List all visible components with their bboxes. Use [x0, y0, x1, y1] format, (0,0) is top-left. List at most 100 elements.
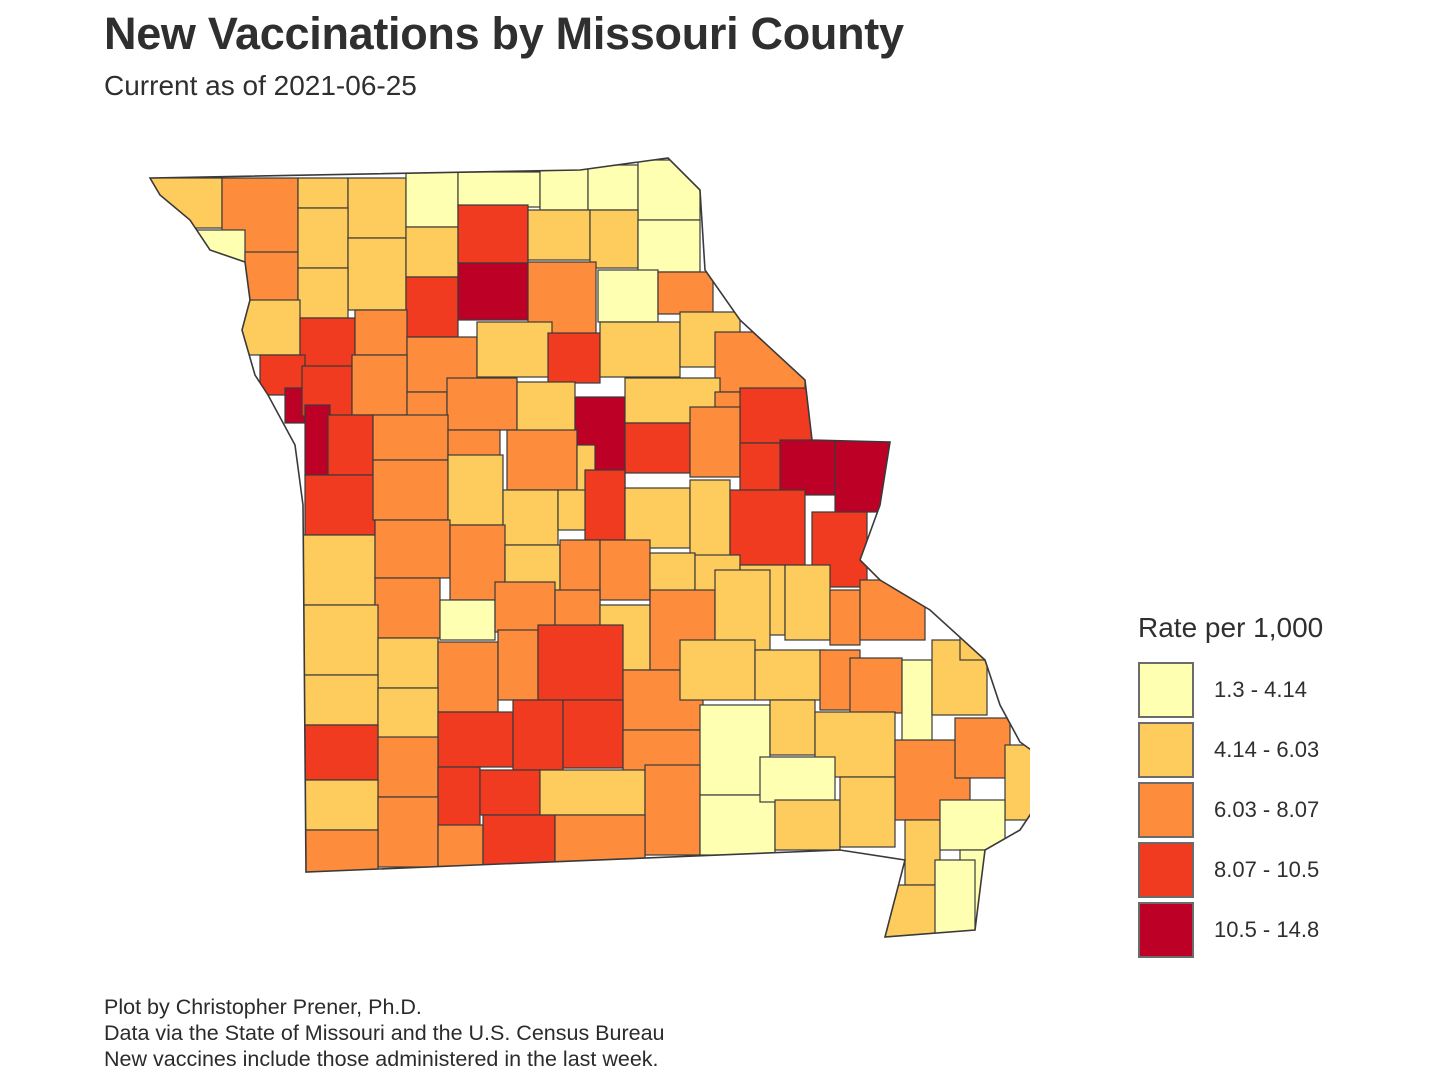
caption-line: New vaccines include those administered …	[104, 1047, 659, 1071]
county-shape	[377, 637, 439, 689]
county-shape	[597, 269, 659, 323]
county-shape	[554, 814, 646, 866]
county-shape	[304, 474, 376, 536]
county-shape	[637, 219, 701, 273]
legend-label: 10.5 - 14.8	[1214, 917, 1320, 942]
county-shape	[714, 569, 771, 651]
county-shape	[457, 262, 529, 321]
county-shape	[557, 489, 589, 531]
county-shape	[624, 422, 691, 474]
county-shape	[959, 619, 1001, 661]
county-shape	[539, 769, 646, 816]
county-shape	[699, 704, 771, 796]
legend-swatch	[1138, 841, 1194, 898]
county-shape	[447, 454, 504, 526]
county-shape	[347, 237, 407, 311]
county-shape	[884, 884, 941, 937]
county-shape	[759, 756, 836, 803]
county-shape	[302, 779, 379, 831]
county-shape	[354, 309, 408, 356]
county-shape	[405, 276, 459, 338]
county-shape	[689, 406, 741, 478]
county-shape	[637, 159, 701, 221]
county-shape	[439, 599, 496, 641]
county-shape	[405, 226, 459, 278]
county-shape	[939, 799, 1006, 851]
county-shape	[372, 459, 449, 521]
county-shape	[377, 796, 439, 868]
county-shape	[476, 321, 553, 378]
county-shape	[479, 769, 541, 816]
county-shape	[599, 539, 651, 601]
county-shape	[302, 829, 379, 876]
county-shape	[374, 519, 451, 579]
county-shape	[297, 267, 349, 319]
county-shape	[954, 717, 1011, 779]
county-shape	[699, 794, 776, 856]
county-shape	[437, 766, 481, 828]
county-shape	[302, 604, 379, 676]
county-shape	[494, 581, 556, 633]
legend-swatch	[1138, 661, 1194, 718]
county-shape	[437, 641, 499, 713]
county-shape	[584, 469, 626, 541]
county-shape	[784, 564, 831, 641]
county-shape	[644, 764, 701, 856]
map-subtitle: Current as of 2021-06-25	[104, 70, 417, 101]
missouri-county-map	[148, 157, 1030, 938]
county-shape	[624, 487, 691, 549]
county-shape	[679, 639, 756, 701]
county-shape	[297, 207, 349, 269]
county-shape	[547, 332, 601, 384]
county-shape	[839, 776, 896, 848]
county-shape	[437, 824, 484, 871]
county-shape	[437, 711, 514, 768]
county-shape	[714, 331, 806, 393]
county-shape	[739, 387, 816, 444]
county-shape	[562, 699, 624, 769]
county-shape	[589, 209, 639, 269]
legend-swatch	[1138, 721, 1194, 778]
county-shape	[859, 579, 926, 641]
county-shape	[516, 381, 576, 438]
county-shape	[769, 699, 816, 756]
county-shape	[302, 674, 379, 726]
county-shape	[506, 429, 578, 491]
county-shape	[754, 649, 826, 701]
legend-item: 8.07 - 10.5	[1138, 840, 1438, 900]
county-shape	[599, 321, 681, 378]
county-shape	[739, 442, 786, 494]
legend-item: 6.03 - 8.07	[1138, 780, 1438, 840]
legend: Rate per 1,000 1.3 - 4.14 4.14 - 6.03 6.…	[1138, 612, 1438, 960]
legend-swatch	[1138, 901, 1194, 958]
county-shape	[377, 736, 439, 798]
county-shape	[829, 589, 861, 646]
county-shape	[374, 577, 441, 639]
legend-label: 6.03 - 8.07	[1214, 797, 1320, 822]
caption-line: Data via the State of Missouri and the U…	[104, 1021, 665, 1045]
state-outline	[148, 157, 1030, 938]
county-shape	[241, 299, 301, 356]
county-shape	[302, 534, 376, 606]
county-shape	[539, 167, 589, 211]
county-shape	[849, 657, 903, 714]
county-shape	[527, 209, 591, 261]
county-shape	[537, 624, 624, 701]
caption-line: Plot by Christopher Prener, Ph.D.	[104, 995, 422, 1019]
county-shape	[446, 377, 518, 431]
county-shape	[934, 859, 976, 936]
county-shape	[779, 439, 836, 496]
county-shape	[150, 177, 223, 229]
county-shape	[327, 414, 374, 476]
county-shape	[351, 354, 408, 416]
county-shape	[347, 177, 407, 239]
legend-swatch	[1138, 781, 1194, 838]
legend-item: 4.14 - 6.03	[1138, 720, 1438, 780]
county-shape	[297, 177, 349, 209]
county-shape	[587, 164, 639, 211]
county-layer	[150, 159, 1030, 937]
legend-label: 1.3 - 4.14	[1214, 677, 1307, 702]
county-shape	[457, 171, 541, 208]
county-shape	[834, 436, 891, 513]
map-title: New Vaccinations by Missouri County	[104, 8, 904, 59]
